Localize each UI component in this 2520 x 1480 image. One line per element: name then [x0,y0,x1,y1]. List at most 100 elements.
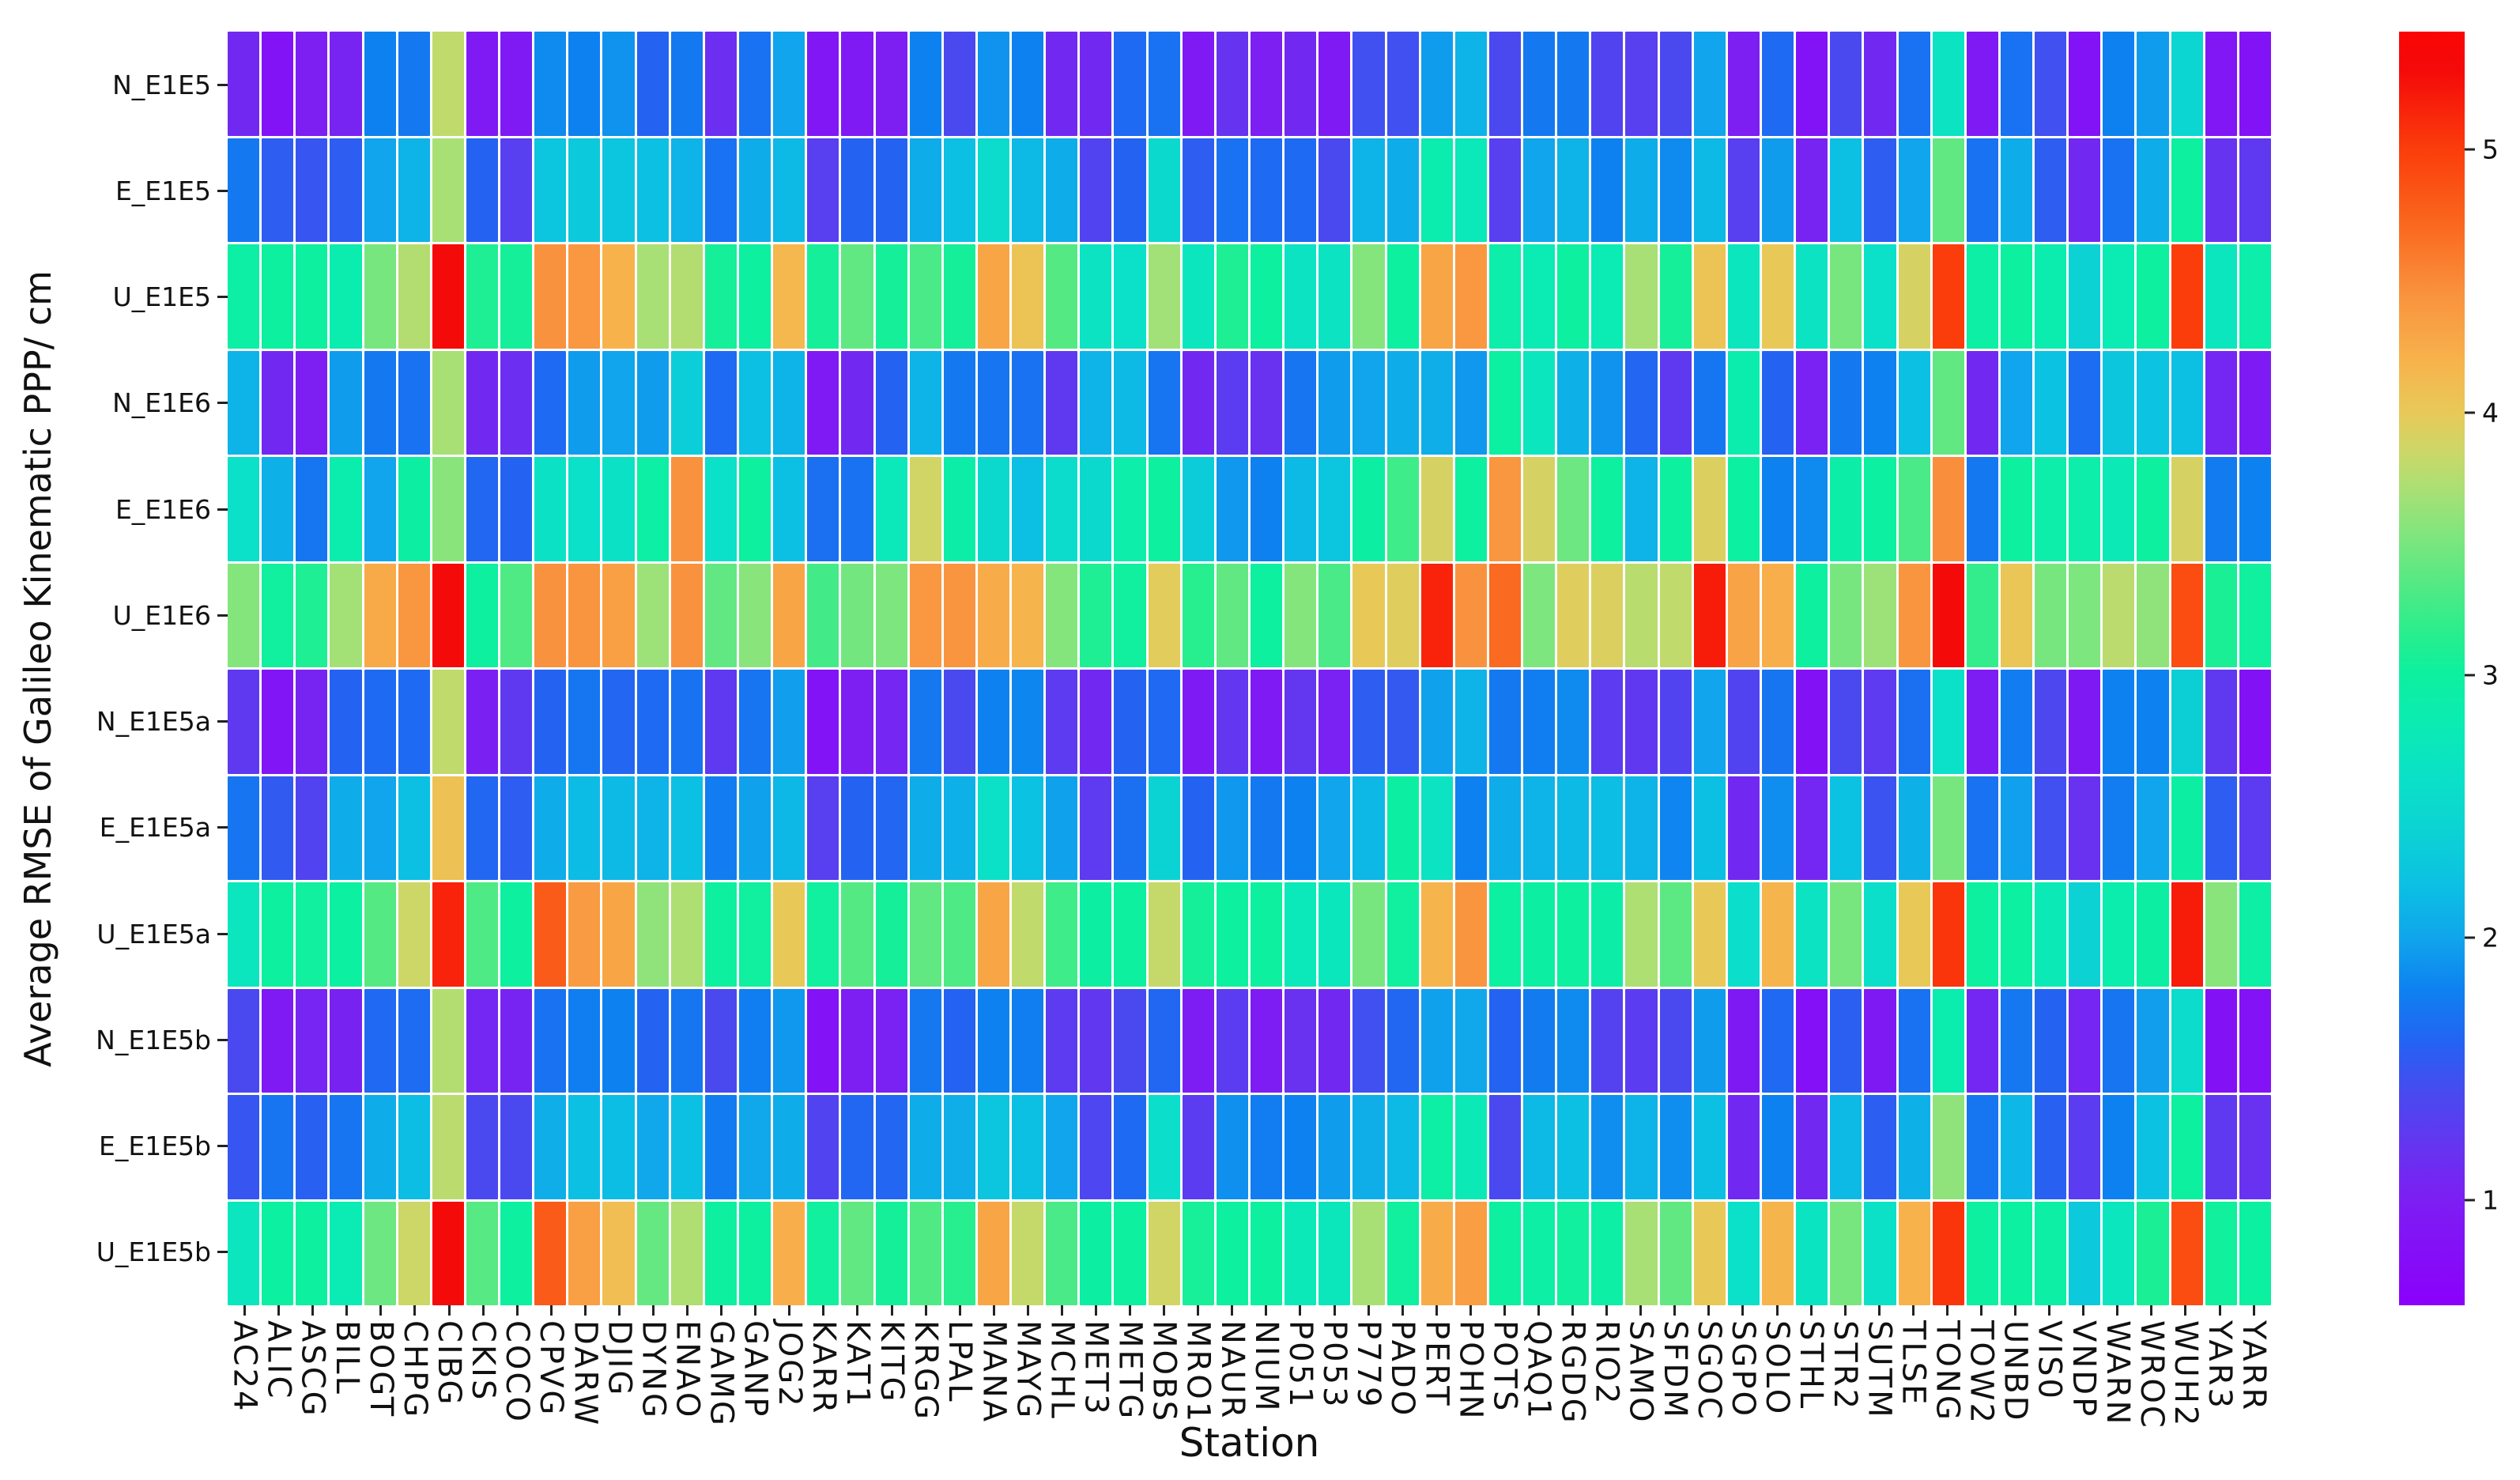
row-label: N_E1E5 [0,32,228,138]
heatmap-cell [841,882,873,987]
colorbar-tick-mark [2465,411,2475,414]
heatmap-cell [364,138,396,242]
heatmap-cell [1046,457,1078,561]
heatmap-cell [1625,563,1658,667]
heatmap-cell [773,988,805,1093]
row-label-text: U_E1E5b [96,1236,211,1268]
heatmap-cell [500,138,533,242]
heatmap-cell [432,138,464,242]
heatmap-cell [1182,138,1214,242]
heatmap-cell [2000,776,2033,880]
heatmap-cell [1523,882,1556,987]
heatmap-cell [262,32,294,136]
heatmap-cell [2069,32,2101,136]
heatmap-cell [670,32,703,136]
heatmap-cell [1318,670,1351,774]
heatmap-cell [534,776,567,880]
heatmap-cell [1012,244,1044,349]
heatmap-cell [262,776,294,880]
colorbar-tick-label: 2 [2482,922,2499,953]
heatmap-cell [841,138,873,242]
column-label-text: GAMG [703,1320,740,1428]
colorbar-tick: 1 [2465,1187,2499,1214]
heatmap-cell [1148,563,1180,667]
column-label-text: SGPO [1724,1320,1761,1418]
colorbar-tick-mark [2465,674,2475,677]
heatmap-cell [500,1201,533,1305]
heatmap-cell [1182,32,1214,136]
heatmap-cell [398,563,430,667]
heatmap-cell [2137,350,2169,455]
heatmap-cell [2137,1095,2169,1199]
heatmap-cell [2137,988,2169,1093]
column-label-text: LPAL [941,1320,979,1404]
heatmap-cell [1114,1095,1146,1199]
x-tick-mark [1435,1305,1438,1316]
column-label-text: MRO1 [1179,1320,1217,1425]
y-tick-mark [217,296,228,299]
heatmap-cell [1182,244,1214,349]
heatmap-cell [2239,882,2271,987]
heatmap-cell [398,32,430,136]
column-label: DYNG [635,1305,671,1440]
heatmap-cell [602,670,635,774]
heatmap-cell [2205,1095,2237,1199]
heatmap-cell [500,563,533,667]
heatmap-cell [1625,138,1658,242]
heatmap-cell [1864,882,1896,987]
x-tick-mark [1197,1305,1200,1316]
heatmap-cell [1898,563,1930,667]
heatmap-cell [773,457,805,561]
column-label: AC24 [227,1305,263,1440]
column-label: VIS0 [2031,1305,2068,1440]
heatmap-cell [1285,563,1317,667]
column-label: MOBS [1146,1305,1183,1440]
heatmap-cell [943,670,975,774]
column-label-text: CIBG [431,1320,467,1407]
heatmap-cell [1762,882,1794,987]
x-tick-mark [515,1305,519,1316]
heatmap-cell [1251,32,1283,136]
heatmap-cell [1591,1095,1624,1199]
heatmap-cell [1148,776,1180,880]
heatmap-cell [670,1201,703,1305]
heatmap-cell [1727,138,1760,242]
heatmap-cell [875,138,907,242]
x-tick-mark [243,1305,247,1316]
heatmap-cell [1216,1201,1248,1305]
column-labels: AC24 ALIC ASCG BILL BOGT CHPG CIBG CKIS COCO CPVG… [227,1305,2272,1440]
heatmap-cell [2171,350,2203,455]
heatmap-cell [1216,1095,1248,1199]
heatmap-cell [1625,882,1658,987]
column-label: PADO [1384,1305,1420,1440]
heatmap-cell [2103,670,2135,774]
heatmap-cell [1216,457,1248,561]
heatmap-cell [1012,138,1044,242]
column-label-text: POHN [1452,1320,1489,1421]
heatmap-cell [704,988,737,1093]
heatmap-cell [432,988,464,1093]
colorbar [2399,32,2465,1305]
heatmap-cell [943,32,975,136]
column-label-text: DJIG [601,1320,638,1398]
column-label: SGPO [1724,1305,1761,1440]
heatmap-cell [1557,670,1590,774]
x-tick-mark [788,1305,791,1316]
heatmap-cell [228,32,260,136]
heatmap-cell [1523,244,1556,349]
heatmap-cell [1727,882,1760,987]
heatmap-cell [1012,670,1044,774]
heatmap-cell [1864,563,1896,667]
heatmap-cell [2137,1201,2169,1305]
row-label-text: E_E1E5b [99,1131,211,1162]
heatmap-cell [1762,244,1794,349]
heatmap-cell [1251,776,1283,880]
column-label: POTS [1486,1305,1522,1440]
heatmap-cell [1182,1095,1214,1199]
heatmap-cell [1659,1201,1692,1305]
x-tick-mark [481,1305,485,1316]
heatmap-cell [1352,563,1385,667]
heatmap-cell [943,563,975,667]
heatmap-cell [330,776,362,880]
heatmap-cell [228,776,260,880]
